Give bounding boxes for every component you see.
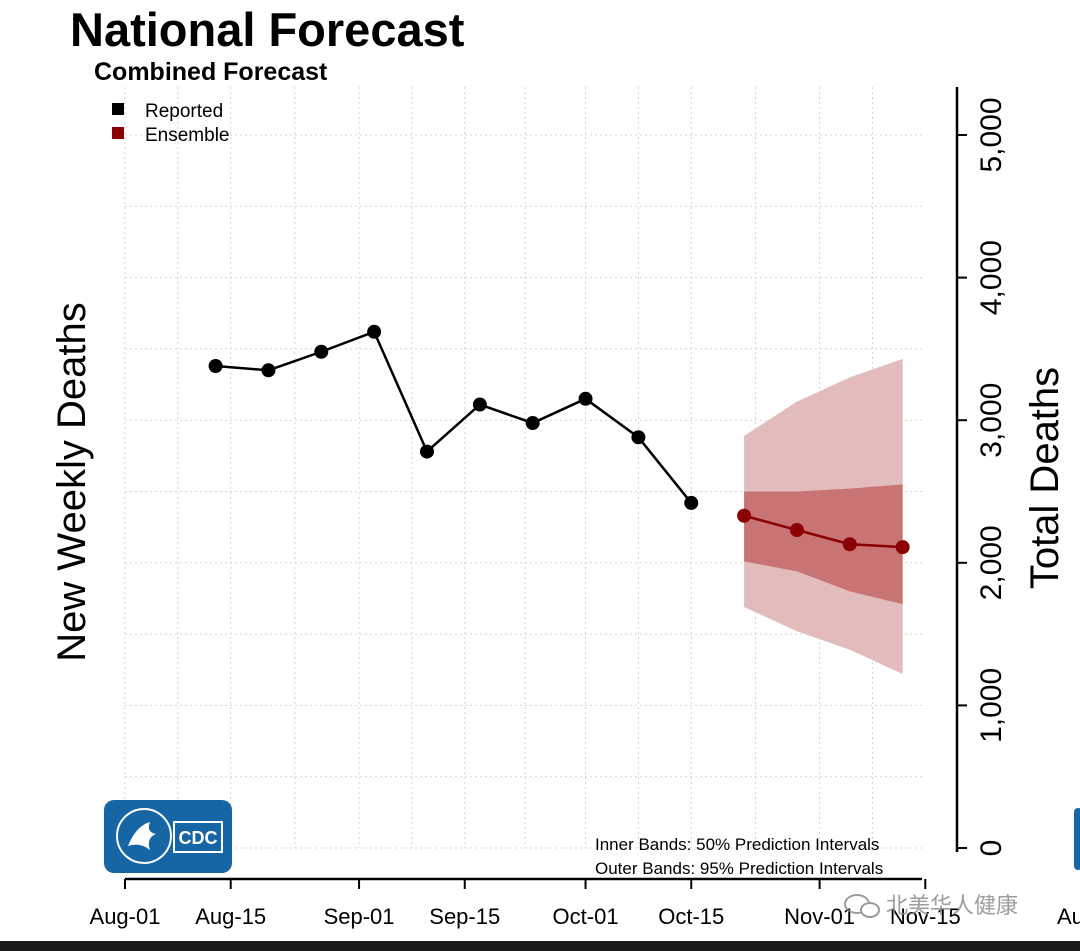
hhs-seal-icon [116,808,172,864]
legend-swatch-reported [112,103,124,115]
cdc-logo: CDC [104,800,232,873]
reported-point [472,397,487,412]
ensemble-point [737,508,752,523]
series-points [208,324,910,555]
y-axis-ticks: 0 1,000 2,000 3,000 4,000 5,000 [957,97,1008,856]
reported-point [631,430,646,445]
reported-point [420,444,434,459]
adjacent-panel-tick-label: Au [1057,904,1080,929]
reported-point [525,416,540,431]
reported-point [208,359,223,374]
x-tick-label: Sep-15 [429,904,500,929]
watermark-text: 北美华人健康 [886,894,1018,919]
legend-swatch-ensemble [112,127,124,139]
y-axis-label-right: Total Deaths [1023,367,1067,589]
legend-label-ensemble: Ensemble [145,125,230,146]
x-tick-label: Sep-01 [324,904,395,929]
reported-point [684,495,699,510]
cdc-logo-background [104,800,232,873]
ensemble-point [895,540,910,555]
y-tick-label: 1,000 [975,668,1008,743]
ensemble-line [743,514,903,549]
reported-point [261,363,276,378]
x-tick-label: Oct-15 [658,904,724,929]
y-tick-label: 2,000 [975,525,1008,600]
screen-bottom-bar [0,941,1080,951]
ensemble-point [789,523,804,538]
adjacent-panel-edge [1074,808,1080,870]
x-tick-label: Nov-01 [784,904,855,929]
x-tick-label: Aug-15 [195,904,266,929]
inner-band-50 [744,484,903,605]
cdc-wordmark-box [173,821,223,853]
wechat-icon-secondary [860,902,880,918]
y-tick-label: 0 [975,840,1008,857]
chart-title: National Forecast [70,3,465,56]
annotation-inner-bands: Inner Bands: 50% Prediction Intervals [595,835,879,854]
reported-point [578,391,593,406]
reported-point [367,324,382,339]
prediction-bands [744,358,903,675]
annotation-outer-bands: Outer Bands: 95% Prediction Intervals [595,859,883,878]
x-axis-ticks: Aug-01 Aug-15 Sep-01 Sep-15 Oct-01 Oct-15 Nov-… [90,879,961,929]
ensemble-point [842,537,857,552]
legend-label-reported: Reported [145,101,223,122]
y-axis-label: New Weekly Deaths [50,302,94,661]
hhs-eagle-icon [128,822,156,850]
x-tick-label: Oct-01 [553,904,619,929]
reported-point [314,344,329,359]
x-tick-label: Aug-01 [90,904,161,929]
legend: Reported Ensemble [112,101,230,146]
y-tick-label: 4,000 [975,240,1008,315]
y-tick-label: 5,000 [975,97,1008,172]
watermark: 北美华人健康 [844,894,1018,919]
cdc-wordmark: CDC [179,828,218,848]
x-tick-label: Nov-15 [890,904,961,929]
y-tick-label: 3,000 [975,383,1008,458]
reported-line [215,330,693,504]
chart-subtitle: Combined Forecast [94,58,328,86]
series-lines [215,330,903,549]
